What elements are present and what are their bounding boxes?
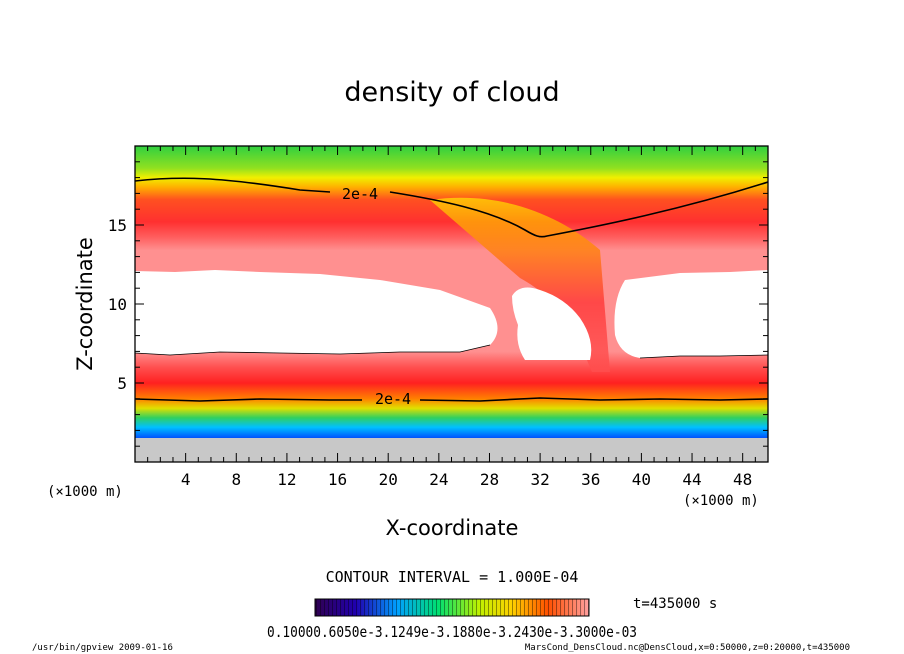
chart-title: density of cloud (344, 77, 559, 108)
y-tick-label: 10 (108, 295, 127, 314)
contour-label-lower: 2e-4 (375, 390, 411, 408)
colorbar-labels: 0.10000.6050e-3.1249e-3.1880e-3.2430e-3.… (267, 623, 637, 641)
contour-right-hole-bottom (639, 354, 768, 359)
colorbar-border (314, 598, 590, 617)
x-tick-label: 48 (733, 470, 752, 489)
x-tick-label: 32 (530, 470, 549, 489)
x-tick-label: 40 (632, 470, 651, 489)
contour-lower (135, 397, 768, 402)
x-units-left: (×1000 m) (47, 484, 123, 500)
x-tick-label: 12 (277, 470, 296, 489)
clear-air-hole-left (135, 270, 498, 355)
x-tick-label: 24 (429, 470, 448, 489)
x-tick-label: 44 (682, 470, 701, 489)
x-tick-label: 20 (379, 470, 398, 489)
x-tick-label: 16 (328, 470, 347, 489)
x-tick-label: 8 (231, 470, 241, 489)
y-tick-label: 5 (117, 374, 127, 393)
time-label: t=435000 s (633, 596, 717, 612)
x-axis-ticks: 4 8 12 16 20 24 28 32 36 40 44 48 (147, 146, 756, 489)
y-tick-label: 15 (108, 216, 127, 235)
contour-interval: CONTOUR INTERVAL = 1.000E-04 (326, 568, 579, 586)
y-axis-label: Z-coordinate (73, 237, 97, 371)
y-axis-ticks: 5 10 15 (108, 161, 768, 447)
contour-hole-bottom (135, 344, 491, 356)
clear-air-hole-right (614, 270, 768, 358)
x-tick-label: 36 (581, 470, 600, 489)
x-tick-label: 4 (181, 470, 191, 489)
x-tick-label: 28 (480, 470, 499, 489)
x-axis-label: X-coordinate (386, 516, 519, 540)
footer-right: MarsCond_DensCloud.nc@DensCloud,x=0:5000… (525, 643, 850, 653)
footer-left: /usr/bin/gpview 2009-01-16 (32, 643, 173, 653)
x-units-right: (×1000 m) (683, 493, 759, 509)
contour-label-upper: 2e-4 (342, 185, 378, 203)
density-field (135, 146, 768, 462)
downdraft-plume (430, 197, 610, 372)
colorbar (314, 598, 590, 617)
contour-upper (135, 177, 768, 238)
colorbar-hatch (315, 599, 589, 616)
clear-air-hole-middle (512, 287, 592, 360)
